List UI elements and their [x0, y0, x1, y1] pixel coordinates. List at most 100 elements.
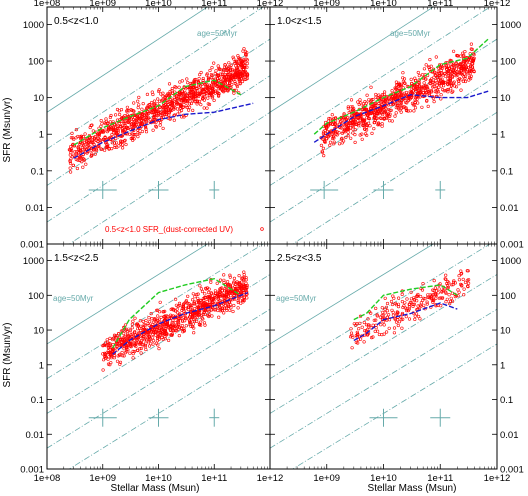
y-tick-label: 0.1: [500, 166, 513, 177]
y-tick-label: 0.001: [500, 465, 524, 476]
data-point: [125, 344, 130, 348]
data-point: [194, 96, 198, 101]
data-point: [232, 276, 236, 281]
data-point: [456, 78, 460, 82]
data-point: [172, 106, 176, 110]
data-point: [450, 90, 454, 94]
data-point: [146, 121, 150, 125]
data-point: [235, 83, 239, 87]
data-point: [425, 99, 429, 103]
data-point: [113, 145, 117, 149]
data-point: [414, 312, 419, 316]
data-point: [389, 108, 393, 112]
data-point: [177, 320, 181, 324]
data-point: [158, 105, 162, 110]
data-point: [140, 129, 144, 134]
data-point: [176, 304, 180, 308]
data-point: [366, 116, 371, 120]
data-point: [160, 327, 164, 331]
data-point: [417, 84, 421, 88]
data-point: [143, 338, 147, 342]
data-point: [175, 307, 179, 311]
data-point: [152, 318, 156, 322]
data-point: [328, 122, 332, 126]
data-point: [412, 109, 416, 113]
data-point: [146, 322, 150, 326]
data-point: [427, 91, 431, 95]
panel-label: 1.5<z<2.5: [54, 253, 99, 264]
data-point: [122, 139, 127, 143]
data-point: [396, 103, 400, 107]
data-point: [226, 78, 230, 82]
data-point: [449, 62, 453, 66]
data-point: [111, 125, 115, 129]
data-point: [227, 61, 231, 65]
data-point: [422, 296, 426, 300]
data-point: [353, 133, 357, 137]
data-point: [223, 65, 227, 69]
data-point: [373, 116, 377, 120]
data-point: [403, 301, 407, 305]
data-point: [471, 59, 475, 63]
data-point: [351, 335, 355, 339]
data-point: [432, 99, 436, 104]
data-point: [391, 313, 396, 317]
data-point: [202, 304, 206, 308]
data-point: [92, 136, 96, 140]
data-point: [449, 73, 453, 78]
data-point: [374, 104, 378, 108]
data-point: [340, 131, 345, 135]
data-point: [229, 294, 233, 298]
data-point: [152, 115, 156, 119]
data-point: [155, 109, 159, 113]
data-point: [413, 106, 418, 110]
data-point: [240, 63, 244, 67]
reference-line: [270, 308, 497, 449]
data-point: [453, 295, 457, 299]
data-point: [229, 70, 233, 74]
data-point: [132, 338, 136, 342]
data-point: [392, 326, 397, 330]
data-point: [463, 79, 468, 84]
data-point: [213, 308, 218, 312]
data-point: [128, 341, 133, 345]
reference-line: [270, 7, 491, 150]
data-point: [228, 275, 232, 279]
data-point: [133, 316, 137, 320]
data-point: [363, 118, 367, 122]
data-point: [152, 107, 156, 111]
reference-line: [47, 308, 270, 449]
data-point: [226, 66, 230, 71]
data-point: [102, 121, 107, 125]
data-point: [237, 274, 241, 278]
data-point: [193, 307, 197, 311]
data-point: [321, 150, 325, 154]
data-point: [411, 103, 416, 107]
data-point: [174, 100, 178, 104]
data-point: [374, 318, 378, 322]
data-point: [404, 306, 408, 310]
data-point: [188, 105, 192, 109]
data-point: [458, 62, 462, 67]
data-point: [101, 352, 105, 356]
data-point: [169, 307, 173, 312]
data-point: [133, 343, 137, 347]
data-point: [401, 317, 405, 321]
data-point: [167, 326, 171, 330]
data-point: [376, 329, 380, 333]
data-point: [106, 346, 111, 350]
data-point: [439, 68, 443, 72]
data-point: [161, 105, 165, 109]
data-point: [144, 318, 148, 323]
data-point: [236, 63, 240, 67]
data-point: [204, 287, 208, 291]
data-point: [140, 122, 144, 127]
data-point: [366, 317, 370, 321]
data-point: [349, 136, 353, 140]
age-annotation: age=50Myr: [390, 29, 431, 38]
data-point: [165, 321, 169, 325]
data-point: [466, 284, 470, 288]
data-point: [469, 47, 473, 51]
data-point: [118, 360, 123, 365]
data-point: [163, 318, 167, 322]
